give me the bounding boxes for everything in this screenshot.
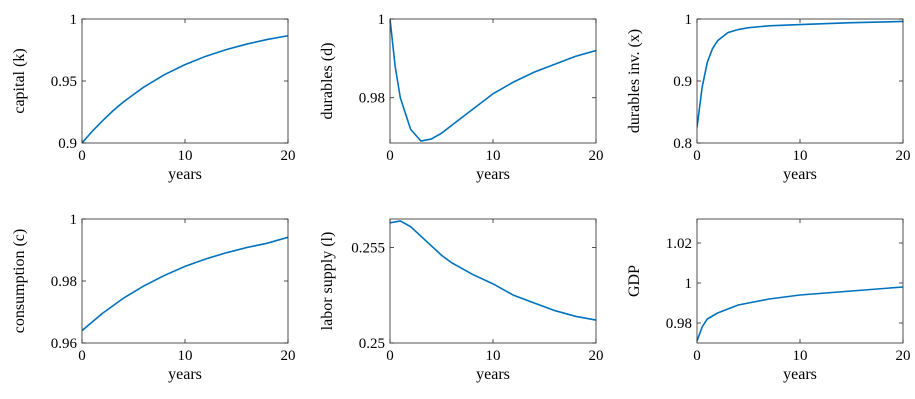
plot-area	[390, 19, 596, 142]
x-axis-label: years	[476, 166, 510, 183]
line	[697, 20, 903, 128]
x-axis-label: years	[168, 366, 202, 383]
y-tick-label: 1	[378, 12, 386, 28]
y-tick-label: 0.98	[359, 91, 385, 107]
subplot: 0 10 20 0.98 1 years durables (d)	[319, 12, 604, 183]
x-tick-label: 20	[281, 148, 296, 164]
y-tick-label: 0.95	[51, 74, 77, 90]
y-tick-label: 0.9	[58, 136, 77, 152]
x-tick-label: 20	[896, 148, 911, 164]
x-tick-label: 0	[693, 148, 701, 164]
line	[82, 236, 288, 332]
x-tick-label: 0	[693, 348, 701, 364]
y-tick-label: 1	[70, 12, 78, 28]
plot-area	[82, 236, 288, 332]
x-tick-label: 0	[78, 148, 86, 164]
subplot: 0 10 20 0.96 0.98 1 years consumption (c)	[11, 212, 296, 383]
y-tick-label: 1	[685, 276, 693, 292]
x-tick-label: 0	[78, 348, 86, 364]
x-tick-label: 20	[281, 348, 296, 364]
x-tick-label: 10	[178, 348, 193, 364]
x-axis-label: years	[783, 366, 817, 383]
x-tick-label: 20	[589, 148, 604, 164]
y-axis-label: GDP	[626, 265, 643, 297]
subplot: 0 10 20 0.9 0.95 1 years capital (k)	[11, 12, 296, 183]
y-tick-label: 0.98	[666, 316, 692, 332]
x-tick-label: 10	[793, 348, 808, 364]
plot-area	[82, 34, 288, 143]
x-tick-label: 10	[178, 148, 193, 164]
line	[82, 34, 288, 143]
x-tick-label: 0	[386, 148, 394, 164]
x-tick-label: 0	[386, 348, 394, 364]
y-tick-label: 1	[70, 212, 78, 228]
x-axis-label: years	[783, 166, 817, 183]
line	[390, 220, 596, 321]
axes-box	[696, 18, 904, 144]
x-tick-label: 10	[486, 148, 501, 164]
y-tick-label: 0.25	[359, 336, 385, 352]
axes-box	[81, 218, 289, 344]
y-tick-label: 1	[685, 12, 693, 28]
axes-box	[389, 218, 597, 344]
x-axis-label: years	[476, 366, 510, 383]
plot-area	[697, 20, 903, 128]
y-tick-label: 0.8	[673, 136, 692, 152]
y-axis-label: durables (d)	[319, 43, 336, 120]
y-tick-label: 0.98	[51, 274, 77, 290]
x-tick-label: 20	[589, 348, 604, 364]
subplot: 0 10 20 0.25 0.255 years labor supply (l)	[319, 218, 604, 383]
y-axis-label: durables inv. (x)	[626, 29, 643, 133]
y-tick-label: 0.255	[351, 241, 385, 257]
y-tick-label: 1.02	[666, 236, 692, 252]
y-axis-label: capital (k)	[11, 48, 28, 113]
y-axis-label: labor supply (l)	[319, 232, 336, 331]
x-tick-label: 10	[486, 348, 501, 364]
x-tick-label: 10	[793, 148, 808, 164]
y-axis-label: consumption (c)	[11, 229, 28, 333]
plot-area	[390, 220, 596, 321]
plot-area	[697, 286, 903, 342]
y-tick-label: 0.96	[51, 336, 78, 352]
subplot: 0 10 20 0.98 1 1.02 years GDP	[626, 218, 911, 383]
line	[697, 286, 903, 342]
x-tick-label: 20	[896, 348, 911, 364]
axes-box	[389, 18, 597, 144]
y-tick-label: 0.9	[673, 74, 692, 90]
subplot: 0 10 20 0.8 0.9 1 years durables inv. (x)	[626, 12, 911, 183]
axes-box	[81, 18, 289, 144]
axes-box	[696, 218, 904, 344]
x-axis-label: years	[168, 166, 202, 183]
line	[390, 19, 596, 142]
